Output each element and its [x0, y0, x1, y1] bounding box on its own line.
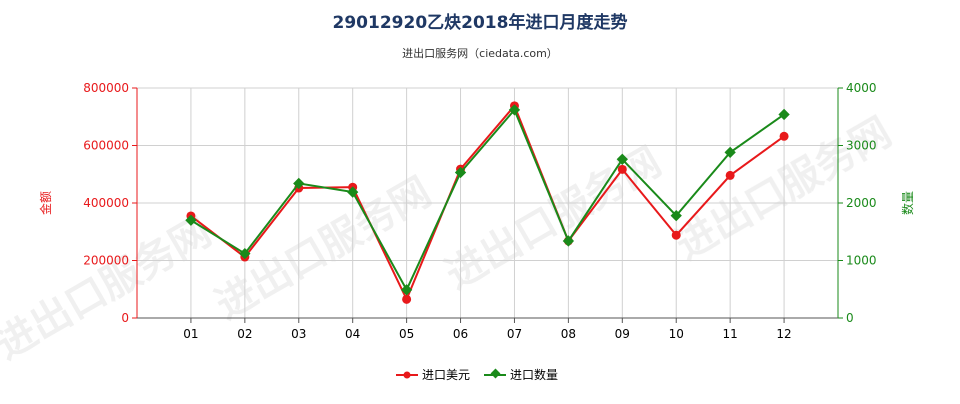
legend-label-import-usd: 进口美元 — [422, 368, 470, 382]
x-tick-label: 11 — [723, 327, 738, 341]
left-tick-label: 800000 — [83, 81, 129, 95]
series-1-point — [293, 177, 305, 190]
right-axis-label: 数量 — [900, 191, 915, 215]
right-tick-label: 0 — [846, 311, 854, 325]
series-1-point — [670, 209, 682, 222]
series-0-point — [725, 170, 735, 180]
legend: 进口美元 进口数量 — [396, 367, 558, 382]
legend-item-import-qty[interactable]: 进口数量 — [484, 367, 558, 382]
series-line-1 — [190, 107, 785, 293]
right-tick-label: 3000 — [846, 139, 877, 153]
left-tick-label: 600000 — [83, 139, 129, 153]
x-tick-label: 06 — [453, 327, 468, 341]
series-0-point — [402, 294, 412, 304]
right-tick-label: 1000 — [846, 254, 877, 268]
watermark-text: 进出口服务网 — [208, 169, 439, 329]
series-line-0 — [190, 103, 785, 302]
series-1-point — [616, 153, 628, 165]
x-tick-label: 09 — [615, 327, 630, 341]
watermark-text: 进出口服务网 — [438, 139, 669, 299]
grid — [137, 87, 838, 318]
series-1-point — [400, 284, 413, 296]
watermark-text: 进出口服务网 — [0, 209, 219, 369]
x-tick-label: 07 — [507, 327, 522, 341]
x-tick-label: 10 — [669, 327, 684, 341]
left-axis-label: 金额 — [38, 191, 53, 215]
series-0-point — [617, 164, 627, 174]
chart-title: 29012920乙炔2018年进口月度走势 — [333, 12, 628, 33]
x-tick-label: 04 — [345, 327, 360, 341]
series-1-point — [724, 146, 736, 159]
series-1-point — [239, 247, 251, 260]
left-tick-label: 0 — [121, 311, 129, 325]
chart-subtitle: 进出口服务网（ciedata.com） — [402, 46, 558, 60]
legend-item-import-usd[interactable]: 进口美元 — [396, 368, 470, 382]
series-0-point — [779, 131, 789, 141]
series-1-point — [454, 166, 467, 179]
axes: 0 0 200000 1000 400000 2000 600000 3000 800000 40… — [83, 81, 876, 341]
right-tick-label: 4000 — [846, 81, 877, 95]
x-tick-label: 12 — [776, 327, 791, 341]
x-tick-label: 08 — [561, 327, 576, 341]
x-tick-label: 05 — [399, 327, 414, 341]
series-1-point — [347, 186, 359, 198]
x-tick-label: 02 — [237, 327, 252, 341]
series-0-point — [671, 230, 681, 240]
series-1-point — [185, 214, 197, 226]
series-1-point — [562, 235, 575, 247]
legend-label-import-qty: 进口数量 — [510, 367, 558, 382]
x-tick-label: 03 — [291, 327, 306, 341]
right-tick-label: 2000 — [846, 196, 877, 210]
left-tick-label: 400000 — [83, 196, 129, 210]
x-tick-label: 01 — [183, 327, 198, 341]
left-tick-label: 200000 — [83, 254, 129, 268]
